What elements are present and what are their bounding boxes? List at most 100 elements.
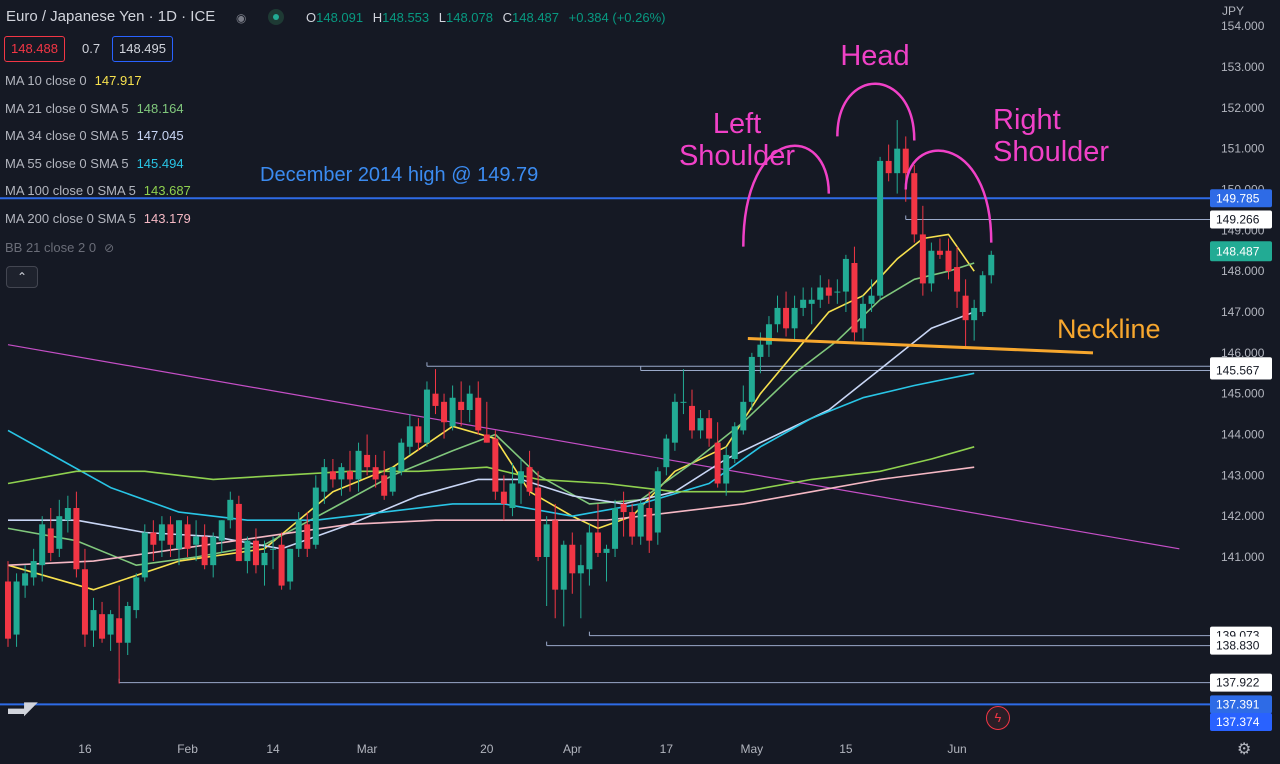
time-axis: 16 Feb 14 Mar 20 Apr 17 May 15 Jun bbox=[78, 742, 966, 756]
price-label-box bbox=[1210, 361, 1272, 380]
trendline bbox=[7, 344, 1180, 550]
candle-body bbox=[244, 540, 251, 562]
price-label-text: 149.785 bbox=[1216, 191, 1260, 205]
candle-body bbox=[680, 401, 687, 403]
candle-body bbox=[603, 548, 610, 553]
close-value: 148.487 bbox=[512, 10, 560, 25]
candle-body bbox=[800, 299, 807, 308]
buy-button[interactable]: 148.495 bbox=[112, 36, 173, 62]
candle-body bbox=[825, 287, 832, 296]
x-tick-label: 15 bbox=[839, 742, 853, 756]
bb-legend[interactable]: BB 21 close 2 0 ⊘ bbox=[5, 240, 114, 255]
candle-body bbox=[304, 524, 311, 549]
bb-label: BB 21 close 2 0 bbox=[5, 240, 97, 255]
candle-body bbox=[30, 561, 37, 578]
hidden-eye-icon[interactable]: ⊘ bbox=[104, 241, 115, 255]
ohlc-readout: O148.091 H148.553 L148.078 C148.487 +0.3… bbox=[306, 10, 666, 25]
candle-body bbox=[295, 520, 302, 549]
candle-body bbox=[261, 552, 268, 566]
y-tick-label: 146.000 bbox=[1221, 346, 1265, 360]
indicator-row[interactable]: MA 100 close 0 SMA 5 143.687 bbox=[5, 183, 191, 198]
candle-body bbox=[594, 532, 601, 553]
candle-body bbox=[988, 254, 995, 276]
alert-bolt-icon[interactable]: ϟ bbox=[986, 706, 1010, 730]
candle-body bbox=[979, 275, 986, 312]
collapse-legend-button[interactable]: ⌃ bbox=[6, 266, 38, 288]
indicator-row[interactable]: MA 55 close 0 SMA 5 145.494 bbox=[5, 156, 184, 171]
candle-body bbox=[415, 426, 422, 443]
candle-body bbox=[441, 401, 448, 423]
resistance-annotation: December 2014 high @ 149.79 bbox=[260, 164, 538, 186]
indicator-row[interactable]: MA 34 close 0 SMA 5 147.045 bbox=[5, 128, 184, 143]
candle-body bbox=[808, 299, 815, 304]
candle-body bbox=[817, 287, 824, 300]
indicator-row[interactable]: MA 21 close 0 SMA 5 148.164 bbox=[5, 101, 184, 116]
candle-body bbox=[312, 487, 319, 545]
candle-body bbox=[107, 614, 114, 635]
candle-body bbox=[398, 442, 405, 472]
candle-body bbox=[543, 524, 550, 557]
y-tick-label: 141.000 bbox=[1221, 550, 1265, 564]
candle-body bbox=[141, 532, 148, 578]
x-tick-label: 16 bbox=[78, 742, 92, 756]
candle-body bbox=[894, 148, 901, 174]
candle-body bbox=[509, 483, 516, 508]
settings-gear-icon[interactable]: ⚙ bbox=[1237, 741, 1252, 758]
sell-button[interactable]: 148.488 bbox=[4, 36, 65, 62]
candle-body bbox=[329, 471, 336, 480]
price-label-box bbox=[1210, 210, 1272, 229]
pattern-arc bbox=[742, 144, 831, 247]
y-tick-label: 144.000 bbox=[1221, 428, 1265, 442]
candle-body bbox=[663, 438, 670, 468]
market-status-icon bbox=[268, 9, 284, 25]
pattern-arc bbox=[836, 82, 916, 141]
symbol-title[interactable]: Euro / Japanese Yen · 1D · ICE bbox=[6, 8, 216, 25]
candle-body bbox=[466, 393, 473, 410]
candle-body bbox=[911, 173, 918, 235]
price-label-box bbox=[1210, 673, 1272, 692]
indicator-value: 145.494 bbox=[136, 155, 184, 171]
y-tick-label: 154.000 bbox=[1221, 19, 1265, 33]
candle-body bbox=[885, 160, 892, 174]
y-tick-label: 148.000 bbox=[1221, 264, 1265, 278]
last-price-text: 148.487 bbox=[1216, 244, 1260, 258]
indicator-row[interactable]: MA 10 close 0 147.917 bbox=[5, 73, 142, 88]
candle-body bbox=[902, 148, 909, 174]
candle-body bbox=[406, 426, 413, 447]
indicator-row[interactable]: MA 200 close 0 SMA 5 143.179 bbox=[5, 211, 191, 226]
candle-body bbox=[757, 344, 764, 357]
candle-body bbox=[834, 291, 841, 293]
candle-body bbox=[748, 356, 755, 402]
candle-body bbox=[287, 548, 294, 582]
y-tick-label: 145.000 bbox=[1221, 387, 1265, 401]
right-shoulder-label: Right bbox=[993, 104, 1061, 136]
candle-body bbox=[868, 295, 875, 304]
visibility-eye-icon[interactable]: ◉ bbox=[236, 11, 247, 25]
candle-body bbox=[945, 250, 952, 272]
ma-line bbox=[7, 446, 975, 493]
price-axis: 141.000 142.000 143.000 144.000 145.000 146.0… bbox=[1210, 19, 1272, 732]
left-shoulder-label: Shoulder bbox=[679, 140, 795, 172]
candle-body bbox=[210, 536, 217, 566]
candle-body bbox=[629, 512, 636, 537]
candle-body bbox=[612, 508, 619, 549]
candles bbox=[5, 120, 995, 684]
candle-body bbox=[500, 491, 507, 504]
candle-body bbox=[201, 536, 208, 566]
indicator-label: MA 34 close 0 SMA 5 bbox=[5, 128, 129, 144]
last-price-box bbox=[1210, 241, 1272, 262]
candle-body bbox=[535, 487, 542, 557]
candle-body bbox=[714, 442, 721, 484]
head-label: Head bbox=[840, 40, 909, 72]
price-label-text: 137.922 bbox=[1216, 676, 1260, 690]
candle-body bbox=[116, 618, 123, 643]
y-tick-label: 147.000 bbox=[1221, 305, 1265, 319]
indicator-label: MA 10 close 0 bbox=[5, 73, 87, 88]
currency-label[interactable]: JPY bbox=[1222, 4, 1245, 18]
price-label-box bbox=[1210, 189, 1272, 208]
indicator-value: 143.179 bbox=[143, 211, 191, 226]
low-badge-box bbox=[1210, 713, 1272, 732]
candle-body bbox=[936, 250, 943, 255]
candle-body bbox=[176, 520, 182, 549]
